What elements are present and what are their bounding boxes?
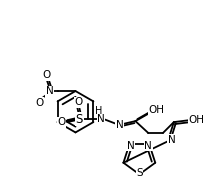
Text: N: N	[168, 135, 176, 145]
Text: O: O	[57, 117, 66, 127]
Text: OH: OH	[148, 105, 164, 115]
Text: O: O	[43, 70, 51, 80]
Text: S: S	[136, 168, 143, 178]
Text: H: H	[95, 106, 103, 116]
Text: S: S	[76, 113, 83, 126]
Text: O: O	[74, 97, 82, 107]
Text: O: O	[35, 98, 43, 108]
Text: N: N	[46, 86, 54, 96]
Text: N: N	[144, 141, 152, 151]
Text: N: N	[116, 120, 123, 130]
Text: N: N	[97, 114, 105, 124]
Text: OH: OH	[189, 115, 204, 125]
Text: N: N	[127, 141, 134, 151]
